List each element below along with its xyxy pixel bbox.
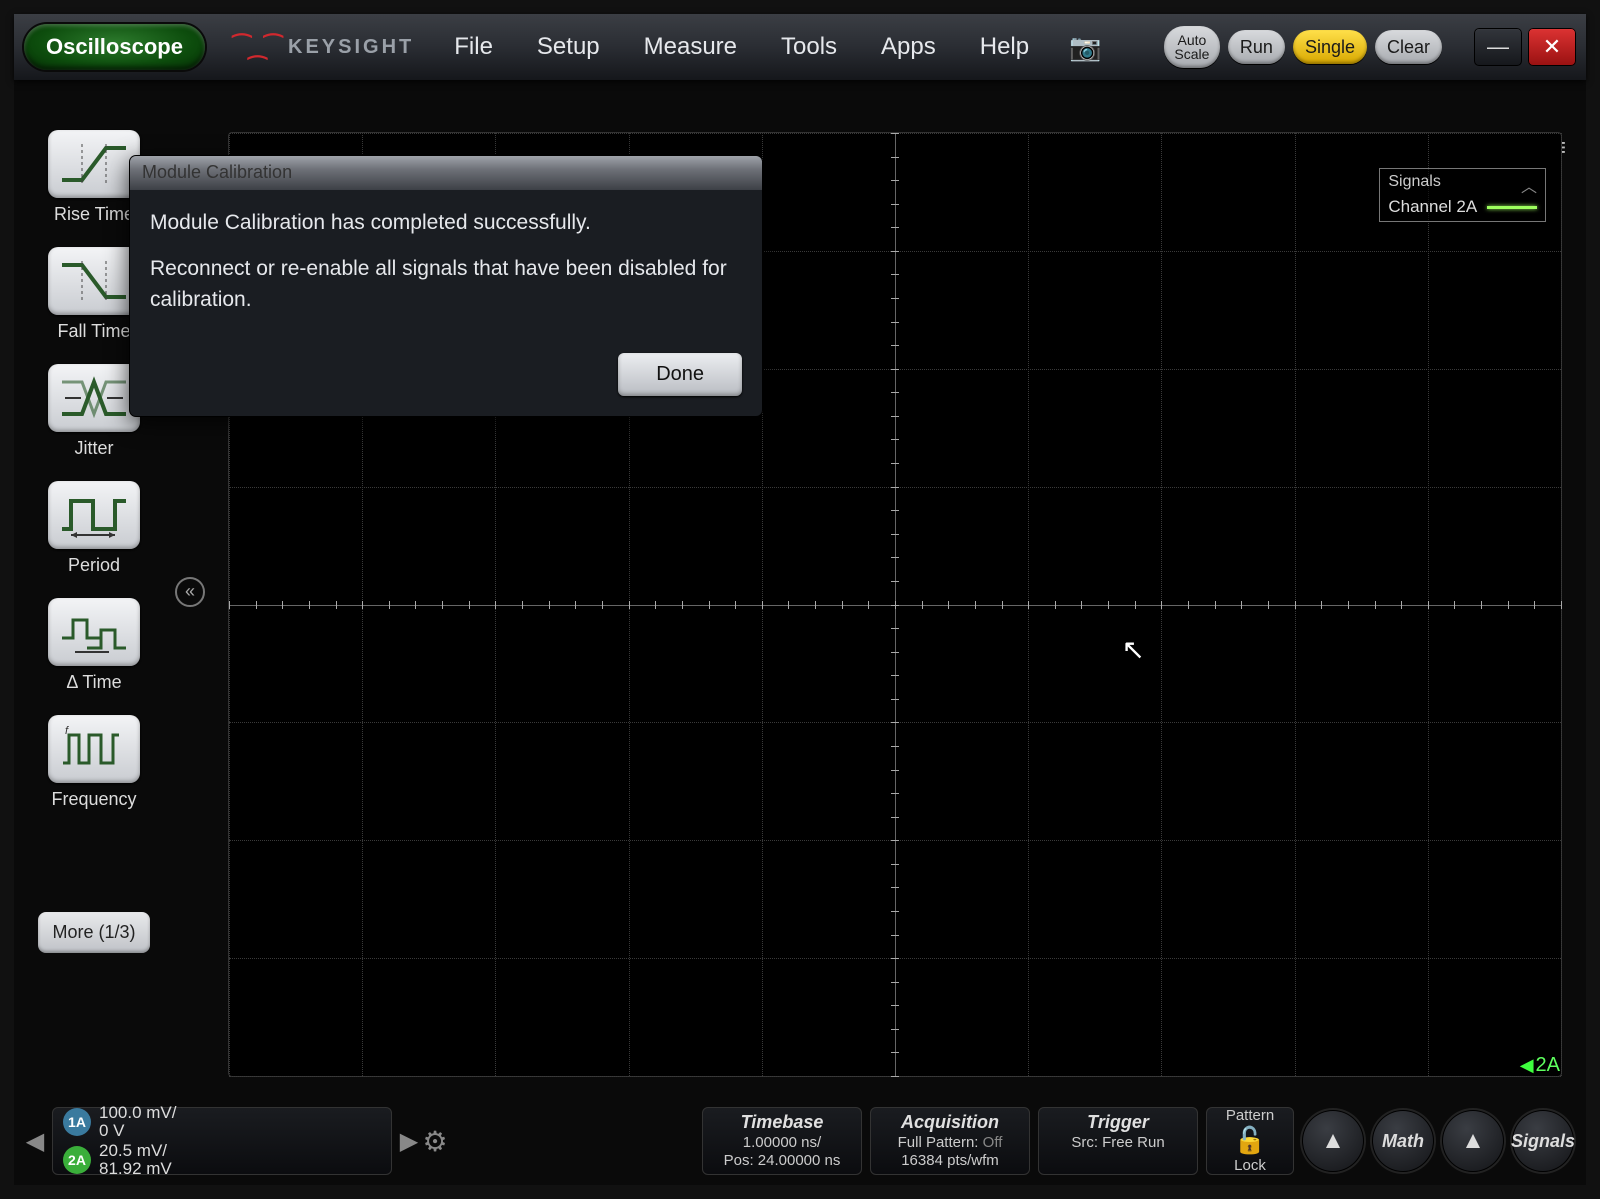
pattern-lock-block[interactable]: Pattern 🔓 Lock (1206, 1107, 1294, 1175)
window-controls: — ✕ (1474, 28, 1576, 66)
menu-tools[interactable]: Tools (763, 27, 855, 67)
menubar: Oscilloscope ⁀⁔⁀ KEYSIGHT File Setup Mea… (14, 14, 1586, 80)
menu-apps[interactable]: Apps (863, 27, 954, 67)
signals-button[interactable]: Signals (1512, 1110, 1574, 1172)
signals-header: Signals (1388, 173, 1440, 197)
measure-frequency[interactable]: f Frequency (48, 715, 140, 810)
keysight-mark-icon: ⁀⁔⁀ (233, 34, 280, 60)
channel-next-button[interactable]: ▶ (400, 1107, 418, 1175)
measure-label: Δ Time (66, 672, 121, 693)
minimize-button[interactable]: — (1474, 28, 1522, 66)
pattern-lock-label: Lock (1234, 1157, 1266, 1175)
dialog-message-2: Reconnect or re-enable all signals that … (150, 254, 742, 315)
channel-badge-2a: 2A (63, 1146, 91, 1174)
signal-row: Channel 2A (1388, 197, 1537, 217)
menu-file[interactable]: File (436, 27, 511, 67)
mouse-cursor-icon: ↖ (1121, 633, 1144, 666)
channel-1a-offset: 0 V (99, 1122, 177, 1140)
run-button[interactable]: Run (1228, 30, 1285, 64)
measure-delta-time[interactable]: Δ Time (48, 598, 140, 693)
acq-pattern: Full Pattern: Off (898, 1134, 1003, 1152)
channel-2a-scale: 20.5 mV/ (99, 1142, 172, 1160)
workspace: Rise Time Fall Time Jitter Period Δ Time… (14, 80, 1586, 1103)
acq-pts: 16384 pts/wfm (901, 1152, 999, 1170)
autoscale-button[interactable]: Auto Scale (1164, 26, 1220, 68)
signal-channel-label: Channel 2A (1388, 197, 1476, 216)
signals-legend[interactable]: Signals ︿ Channel 2A (1379, 168, 1546, 222)
timebase-head: Timebase (741, 1112, 824, 1134)
measure-label: Rise Time (54, 204, 134, 225)
channel-prev-button[interactable]: ◀ (26, 1107, 44, 1175)
timebase-block[interactable]: Timebase 1.00000 ns/ Pos: 24.00000 ns (702, 1107, 862, 1175)
statusbar: ◀ 1A 100.0 mV/ 0 V 2A 20.5 mV/ 81.92 mV (14, 1103, 1586, 1185)
app-title-pill[interactable]: Oscilloscope (24, 24, 205, 70)
acq-head: Acquisition (901, 1112, 999, 1134)
clear-button[interactable]: Clear (1375, 30, 1442, 64)
unlock-icon: 🔓 (1234, 1125, 1266, 1156)
signal-color-swatch (1487, 206, 1537, 209)
measure-label: Fall Time (57, 321, 130, 342)
channel-badge-1a: 1A (63, 1108, 91, 1136)
more-measurements-button[interactable]: More (1/3) (38, 912, 149, 953)
channel-settings-button[interactable]: ⚙ (426, 1107, 444, 1175)
dialog-body: Module Calibration has completed success… (130, 190, 762, 353)
pattern-head: Pattern (1226, 1107, 1274, 1125)
measure-rise-time[interactable]: Rise Time (48, 130, 140, 225)
scroll-up-button[interactable]: ▲ (1302, 1110, 1364, 1172)
channel-row-2a[interactable]: 2A 20.5 mV/ 81.92 mV (63, 1142, 177, 1178)
trig-head: Trigger (1087, 1112, 1149, 1134)
acquisition-block[interactable]: Acquisition Full Pattern: Off 16384 pts/… (870, 1107, 1030, 1175)
channel-1a-scale: 100.0 mV/ (99, 1104, 177, 1122)
brand-text: KEYSIGHT (288, 36, 414, 59)
measure-period[interactable]: Period (48, 481, 140, 576)
timebase-pos: Pos: 24.00000 ns (724, 1152, 841, 1170)
brand-logo: ⁀⁔⁀ KEYSIGHT (233, 34, 414, 60)
measure-jitter[interactable]: Jitter (48, 364, 140, 459)
oscilloscope-app: Oscilloscope ⁀⁔⁀ KEYSIGHT File Setup Mea… (0, 0, 1600, 1199)
timebase-scale: 1.00000 ns/ (743, 1134, 821, 1152)
channel-row-1a[interactable]: 1A 100.0 mV/ 0 V (63, 1104, 177, 1140)
scroll-up-button-2[interactable]: ▲ (1442, 1110, 1504, 1172)
channel-marker-2a: 2A (1520, 1054, 1560, 1077)
measure-label: Period (68, 555, 120, 576)
dialog-title[interactable]: Module Calibration (130, 156, 762, 190)
channel-marker-label: 2A (1536, 1054, 1560, 1077)
channel-panel[interactable]: 1A 100.0 mV/ 0 V 2A 20.5 mV/ 81.92 mV (52, 1107, 392, 1175)
close-button[interactable]: ✕ (1528, 28, 1576, 66)
menu-measure[interactable]: Measure (626, 27, 755, 67)
chevron-up-icon: ︿ (1521, 173, 1537, 197)
dialog-message-1: Module Calibration has completed success… (150, 208, 742, 238)
menu-setup[interactable]: Setup (519, 27, 618, 67)
measure-label: Jitter (74, 438, 113, 459)
measure-label: Frequency (51, 789, 136, 810)
measure-fall-time[interactable]: Fall Time (48, 247, 140, 342)
menu-help[interactable]: Help (962, 27, 1047, 67)
calibration-dialog: Module Calibration Module Calibration ha… (130, 156, 762, 416)
channel-2a-offset: 81.92 mV (99, 1160, 172, 1178)
single-button[interactable]: Single (1293, 30, 1367, 64)
math-button[interactable]: Math (1372, 1110, 1434, 1172)
dialog-done-button[interactable]: Done (618, 353, 742, 396)
screenshot-icon[interactable]: 📷 (1055, 32, 1115, 63)
trig-src: Src: Free Run (1071, 1134, 1164, 1152)
trigger-block[interactable]: Trigger Src: Free Run (1038, 1107, 1198, 1175)
